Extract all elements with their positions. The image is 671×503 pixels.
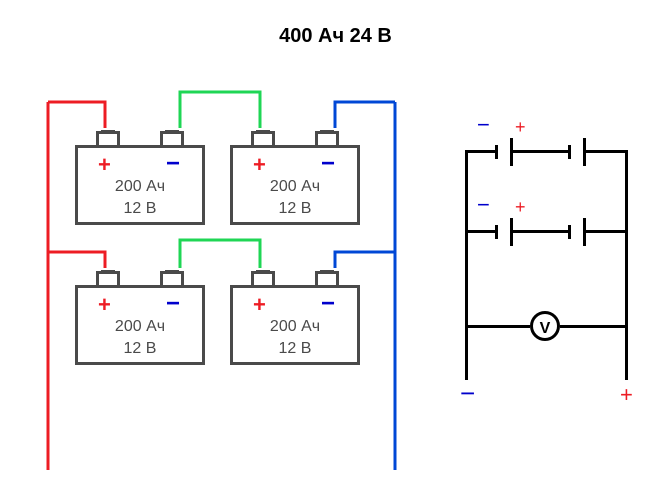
minus-icon: −: [321, 150, 335, 178]
sch-r2-w2: [513, 230, 568, 233]
battery-4-voltage: 12 В: [233, 340, 357, 358]
voltmeter-label: V: [540, 320, 551, 337]
red-wire: [0, 0, 671, 503]
battery-1: + − 200 Ач 12 В: [75, 145, 205, 225]
sch-r2-w3: [586, 230, 628, 233]
sch-output-plus: +: [620, 382, 633, 408]
minus-icon: −: [321, 290, 335, 318]
battery-3: + − 200 Ач 12 В: [75, 285, 205, 365]
sch-r2-plus: +: [515, 197, 526, 218]
blue-wire: [0, 0, 671, 503]
sch-out-left: [465, 325, 468, 380]
plus-icon: +: [253, 292, 266, 318]
sch-r1-w3: [586, 150, 628, 153]
sch-out-right: [625, 325, 628, 380]
battery-4-pos-terminal: [251, 271, 275, 285]
battery-2-voltage: 12 В: [233, 200, 357, 218]
plus-icon: +: [98, 292, 111, 318]
battery-1-voltage: 12 В: [78, 200, 202, 218]
battery-3-pos-terminal: [96, 271, 120, 285]
sch-r2-cell2-neg: [568, 225, 571, 239]
battery-1-capacity: 200 Ач: [78, 178, 202, 196]
battery-3-neg-terminal: [160, 271, 184, 285]
minus-icon: −: [166, 290, 180, 318]
sch-output-minus: −: [460, 378, 475, 409]
voltmeter-icon: V: [530, 311, 560, 341]
sch-r1-w1: [465, 150, 495, 153]
schematic-left-rail: [465, 150, 468, 328]
diagram-title: 400 Ач 24 В: [0, 25, 671, 48]
plus-icon: +: [98, 152, 111, 178]
battery-3-voltage: 12 В: [78, 340, 202, 358]
battery-2-pos-terminal: [251, 131, 275, 145]
battery-2-neg-terminal: [315, 131, 339, 145]
sch-r1-cell1-neg: [495, 145, 498, 159]
sch-r1-cell2-neg: [568, 145, 571, 159]
battery-2-capacity: 200 Ач: [233, 178, 357, 196]
sch-r2-cell1-neg: [495, 225, 498, 239]
plus-icon: +: [253, 152, 266, 178]
battery-4-neg-terminal: [315, 271, 339, 285]
battery-2: + − 200 Ач 12 В: [230, 145, 360, 225]
sch-r2-minus: −: [477, 192, 490, 218]
schematic-right-rail: [625, 150, 628, 328]
battery-4-capacity: 200 Ач: [233, 318, 357, 336]
battery-1-pos-terminal: [96, 131, 120, 145]
sch-r2-w1: [465, 230, 495, 233]
battery-1-neg-terminal: [160, 131, 184, 145]
sch-r1-plus: +: [515, 117, 526, 138]
green-wire-top: [0, 0, 671, 503]
diagram-container: 400 Ач 24 В + − 200 Ач 12 В + − 200 Ач 1…: [0, 0, 671, 503]
minus-icon: −: [166, 150, 180, 178]
battery-3-capacity: 200 Ач: [78, 318, 202, 336]
battery-4: + − 200 Ач 12 В: [230, 285, 360, 365]
sch-vm-left: [465, 325, 530, 328]
sch-vm-right: [560, 325, 628, 328]
sch-r1-w2: [513, 150, 568, 153]
sch-r1-minus: −: [477, 112, 490, 138]
